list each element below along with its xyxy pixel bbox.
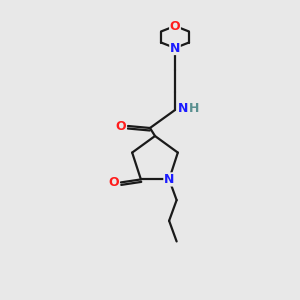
Text: O: O	[170, 20, 180, 32]
Text: N: N	[164, 173, 174, 186]
Text: N: N	[178, 103, 188, 116]
Text: O: O	[109, 176, 119, 189]
Text: O: O	[116, 119, 126, 133]
Text: H: H	[189, 103, 199, 116]
Text: N: N	[170, 41, 180, 55]
